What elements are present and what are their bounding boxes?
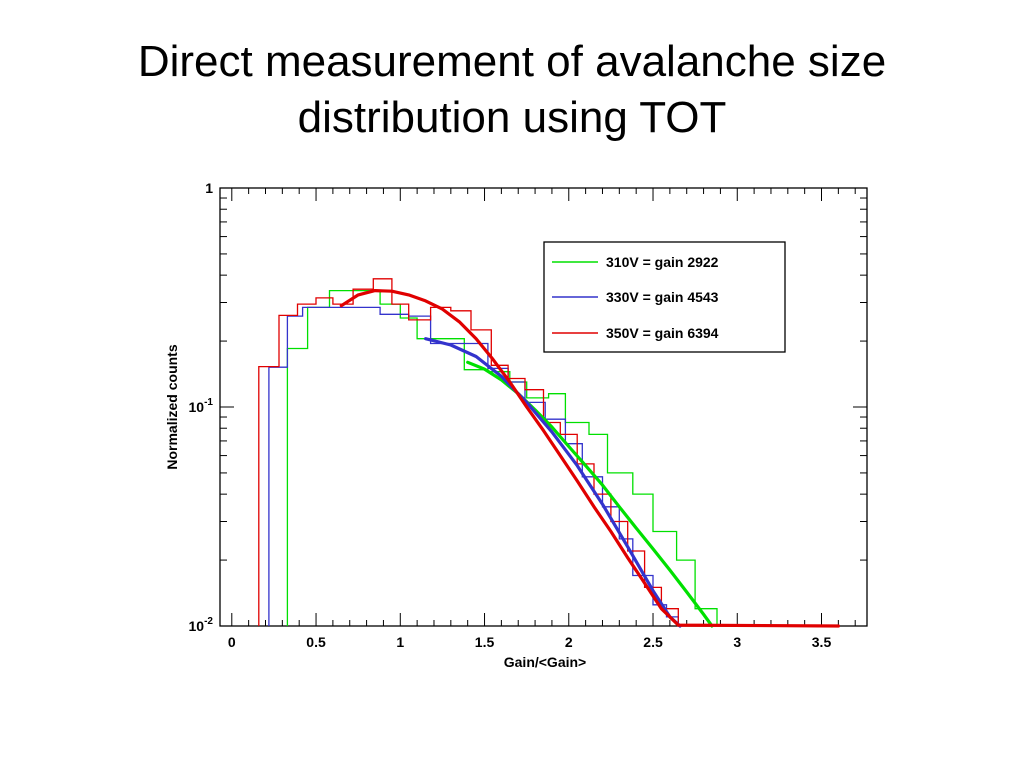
- y-tick-label-exponent: -1: [204, 397, 213, 408]
- legend-label-330v: 330V = gain 4543: [606, 289, 719, 305]
- y-tick-label-exponent: -2: [204, 616, 213, 627]
- y-tick-label: 10-1: [189, 397, 214, 415]
- series-layer: [258, 278, 841, 628]
- y-tick-label: 10-2: [189, 616, 214, 634]
- y-tick-label: 1: [205, 180, 213, 196]
- y-tick-label-base: 10: [189, 399, 205, 415]
- x-tick-label: 1: [396, 634, 404, 650]
- series-0-fit-curve: [466, 360, 714, 628]
- legend-label-350v: 350V = gain 6394: [606, 325, 719, 341]
- x-tick-label: 0.5: [306, 634, 326, 650]
- x-axis-label: Gain/<Gain>: [504, 654, 586, 670]
- series-1-histogram: [268, 306, 679, 626]
- series-2-histogram: [258, 278, 839, 627]
- series-2-fit-curve: [339, 289, 841, 628]
- legend: 310V = gain 2922 330V = gain 4543 350V =…: [543, 241, 786, 353]
- x-tick-label: 2.5: [643, 634, 663, 650]
- x-tick-label: 0: [228, 634, 236, 650]
- y-tick-label-base: 1: [205, 180, 213, 196]
- x-tick-label: 3: [733, 634, 741, 650]
- legend-label-310v: 310V = gain 2922: [606, 254, 719, 270]
- slide-title: Direct measurement of avalanche size dis…: [0, 34, 1024, 146]
- x-tick-label: 1.5: [475, 634, 495, 650]
- axis-ticks: [220, 187, 867, 627]
- series-1-fit-curve: [424, 337, 682, 628]
- x-tick-label: 2: [565, 634, 573, 650]
- y-tick-label-base: 10: [189, 618, 205, 634]
- x-tick-label: 3.5: [812, 634, 832, 650]
- slide-title-line-1: Direct measurement of avalanche size: [137, 37, 887, 86]
- y-axis-label: Normalized counts: [164, 344, 180, 469]
- slide-title-line-2: distribution using TOT: [297, 93, 727, 142]
